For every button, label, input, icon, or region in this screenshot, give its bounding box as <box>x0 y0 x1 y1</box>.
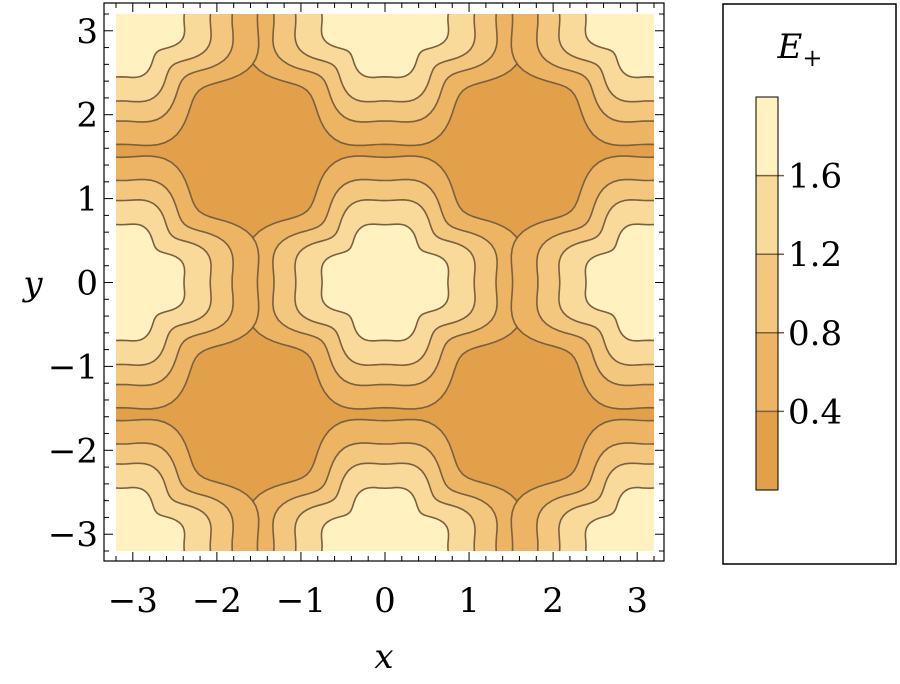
colorbar-band <box>756 97 778 176</box>
y-tick-label: 0 <box>76 264 98 304</box>
colorbar <box>755 96 784 491</box>
contour-band-level-4 <box>116 14 186 79</box>
legend-title: E+ <box>777 27 823 72</box>
x-axis-label: x <box>374 637 393 677</box>
colorbar-tick-labels: 0.4 0.8 1.2 1.6 <box>788 157 842 433</box>
contour-band-level-4 <box>116 223 186 342</box>
contour-band-level-4 <box>584 486 654 551</box>
colorbar-tick-label: 0.8 <box>788 314 842 354</box>
x-tick-label: 3 <box>626 581 648 621</box>
contour-band-level-4 <box>320 486 450 551</box>
y-tick-labels: −3 −2 −1 0 1 2 3 <box>48 12 98 555</box>
axis-ticks <box>104 3 664 561</box>
colorbar-tick-label: 0.4 <box>788 392 842 432</box>
contour-band-level-4 <box>320 223 450 342</box>
x-tick-labels: −3 −2 −1 0 1 2 3 <box>108 581 648 621</box>
contour-band-level-4 <box>584 14 654 79</box>
x-tick-label: 1 <box>458 581 480 621</box>
y-tick-label: 2 <box>76 96 98 136</box>
colorbar-band <box>756 254 778 333</box>
colorbar-band <box>756 411 778 490</box>
colorbar-legend: E+ 0.4 0.8 1.2 1.6 <box>722 3 897 565</box>
y-axis-label: y <box>21 264 43 304</box>
y-tick-label: −1 <box>48 347 98 387</box>
y-tick-label: −2 <box>48 431 98 471</box>
contour-band-level-4 <box>116 486 186 551</box>
x-tick-label: 0 <box>374 581 396 621</box>
colorbar-tick-label: 1.6 <box>788 157 842 197</box>
colorbar-band <box>756 332 778 412</box>
x-tick-label: −1 <box>276 581 326 621</box>
contour-band-level-4 <box>584 223 654 342</box>
y-tick-label: 1 <box>76 180 98 220</box>
contour-band-level-4 <box>320 14 450 79</box>
x-tick-label: −3 <box>108 581 158 621</box>
colorbar-band <box>756 175 778 255</box>
y-tick-label: −3 <box>48 515 98 555</box>
contour-bands <box>116 14 654 551</box>
legend-box <box>722 3 897 565</box>
x-tick-label: −2 <box>192 581 242 621</box>
y-tick-label: 3 <box>76 12 98 52</box>
x-tick-label: 2 <box>542 581 564 621</box>
colorbar-tick-label: 1.2 <box>788 235 842 275</box>
colorbar-frame <box>755 96 779 491</box>
